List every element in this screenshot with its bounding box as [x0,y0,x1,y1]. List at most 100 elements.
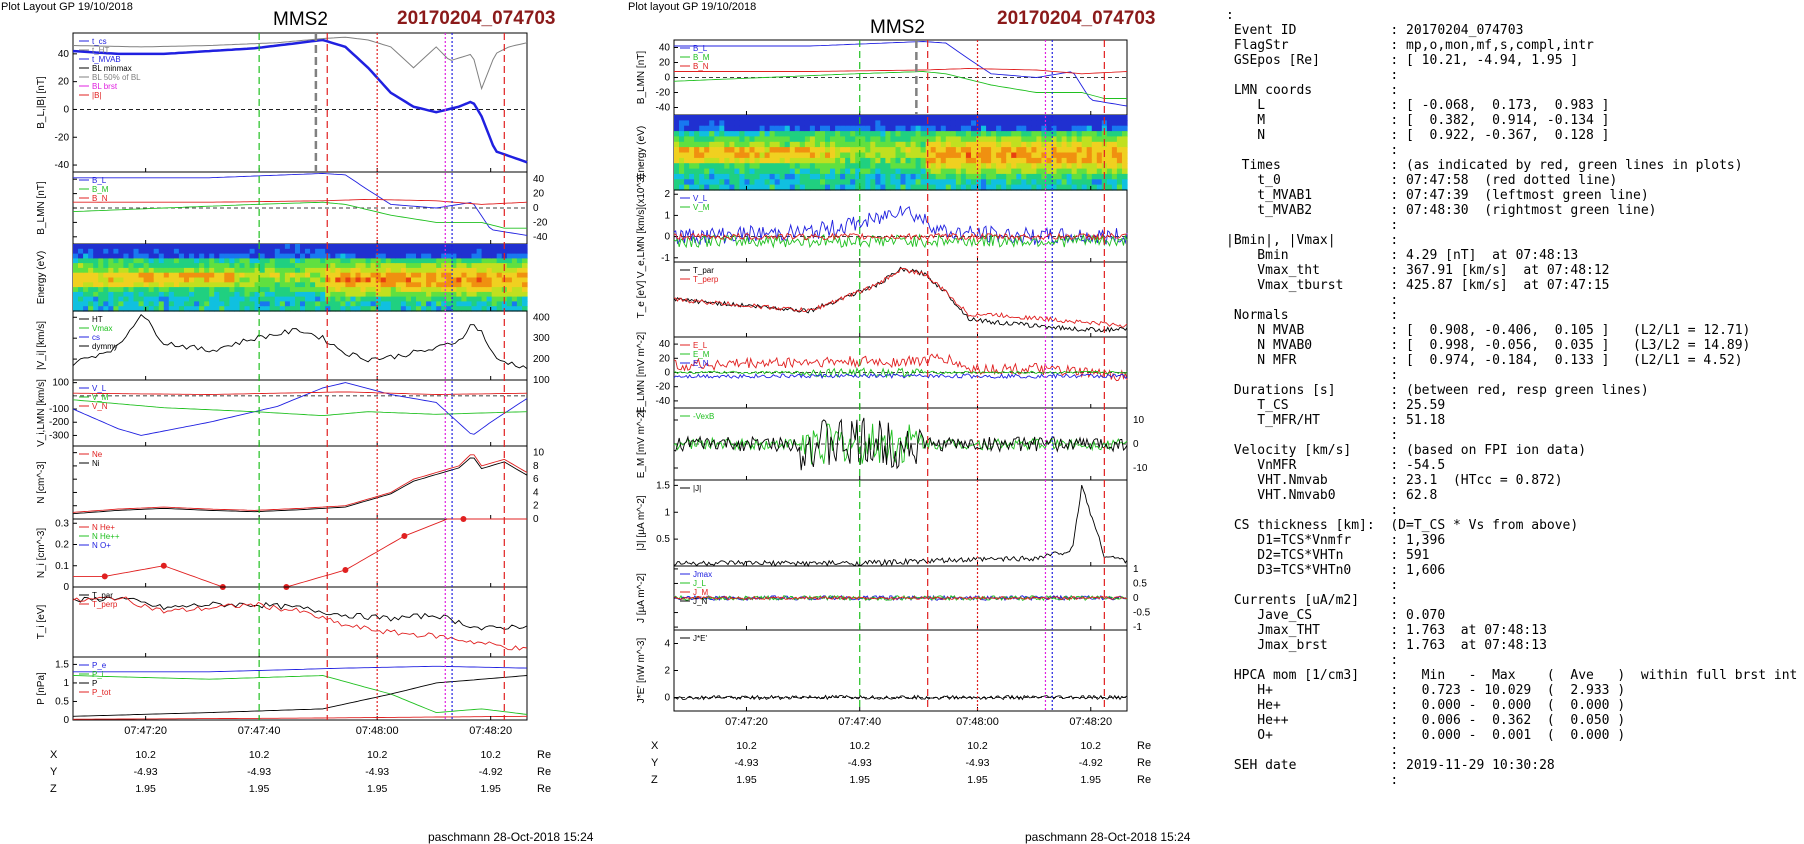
heatmap-cell [744,131,751,138]
heatmap-cell [421,296,427,302]
heatmap-cell [436,272,442,279]
heatmap-cell [184,306,190,312]
heatmap-cell [178,277,185,283]
info-line: VHT.Nmvab : 23.1 (HTcc = 0.872) [1226,473,1563,488]
heatmap-cell [496,296,503,302]
heatmap-cell [123,244,129,250]
heatmap-cell [845,120,851,127]
heatmap-cell [950,136,957,143]
heatmap-cell [674,168,680,175]
heatmap-cell [900,141,907,148]
heatmap-cell [365,291,372,298]
heatmap-cell [501,301,508,307]
heatmap-cell [83,277,89,283]
heatmap-cell [809,179,816,186]
heatmap-cell [178,306,185,312]
heatmap-cell [1096,131,1103,138]
heatmap-cell [385,282,392,288]
heatmap-cell [744,168,751,175]
heatmap-cell [1106,131,1113,138]
heatmap-cell [971,120,977,127]
heatmap-cell [380,291,387,298]
heatmap-cell [284,258,291,264]
heatmap-cell [971,163,977,170]
heatmap-cell [289,244,296,250]
heatmap-cell [895,131,902,138]
position-value: -4.93 [735,757,759,769]
y-axis-label: N [cm^-3] [36,461,47,504]
heatmap-cell [709,157,715,164]
x-tick-label: 07:48:20 [1069,716,1112,728]
legend-label: P [92,679,97,688]
position-value: 1.95 [249,783,270,795]
heatmap-cell [1071,136,1078,143]
y-axis-label: Energy (eV) [36,251,47,304]
legend-label: |J| [693,484,701,493]
heatmap-cell [749,125,756,132]
heatmap-cell [486,258,493,264]
heatmap-cell [224,306,230,312]
heatmap-cell [108,301,114,307]
heatmap-cell [960,168,967,175]
heatmap-cell [835,157,841,164]
heatmap-cell [749,179,756,186]
heatmap-cell [113,267,119,274]
heatmap-cell [426,282,432,288]
series-line [72,314,528,370]
heatmap-cell [219,248,225,255]
heatmap-cell [981,168,987,175]
y-axis-label: J*E' [nW m^-3] [636,638,647,704]
heatmap-cell [739,152,745,159]
heatmap-cell [890,136,896,143]
heatmap-cell [820,131,826,138]
heatmap-cell [239,244,246,250]
heatmap-cell [516,272,523,279]
heatmap-cell [855,168,861,175]
heatmap-cell [330,258,336,264]
heatmap-cell [900,168,907,175]
heatmap-cell [935,141,942,148]
heatmap-cell [320,244,326,250]
heatmap-cell [405,244,412,250]
heatmap-cell [486,301,493,307]
heatmap-cell [204,263,210,269]
heatmap-cell [1081,163,1088,170]
heatmap-cell [840,131,846,138]
heatmap-cell [1101,179,1108,186]
heatmap-cell [426,272,432,279]
heatmap-cell [370,263,377,269]
info-line: N MVAB0 : [ 0.998, -0.056, 0.035 ] (L3/L… [1226,338,1751,353]
series-line [673,417,1128,471]
heatmap-cell [506,263,513,269]
heatmap-cell [1081,168,1088,175]
heatmap-cell [204,258,210,264]
heatmap-cell [224,277,230,283]
heatmap-cell [694,152,700,159]
heatmap-cell [496,267,503,274]
heatmap-cell [1096,136,1103,143]
heatmap-cell [1091,152,1098,159]
heatmap-cell [516,306,523,312]
heatmap-cell [1001,131,1007,138]
info-line: : [1226,8,1234,23]
heatmap-cell [1106,157,1113,164]
heatmap-cell [1086,163,1093,170]
heatmap-cell [214,277,220,283]
heatmap-cell [739,147,745,154]
heatmap-cell [915,179,922,186]
info-line: He+ : 0.000 - 0.000 ( 0.000 ) [1226,698,1626,713]
heatmap-cell [345,263,351,269]
heatmap-cell [133,248,140,255]
heatmap-cell [960,141,967,148]
heatmap-cell [295,267,301,274]
heatmap-cell [1001,115,1007,121]
heatmap-cell [1006,115,1012,121]
heatmap-cell [471,272,478,279]
heatmap-cell [234,267,240,274]
y-tick-label: 0 [664,368,670,379]
heatmap-cell [249,282,256,288]
heatmap-cell [1122,179,1128,186]
heatmap-cell [259,287,266,293]
series-line [72,201,527,229]
heatmap-cell [471,258,478,264]
